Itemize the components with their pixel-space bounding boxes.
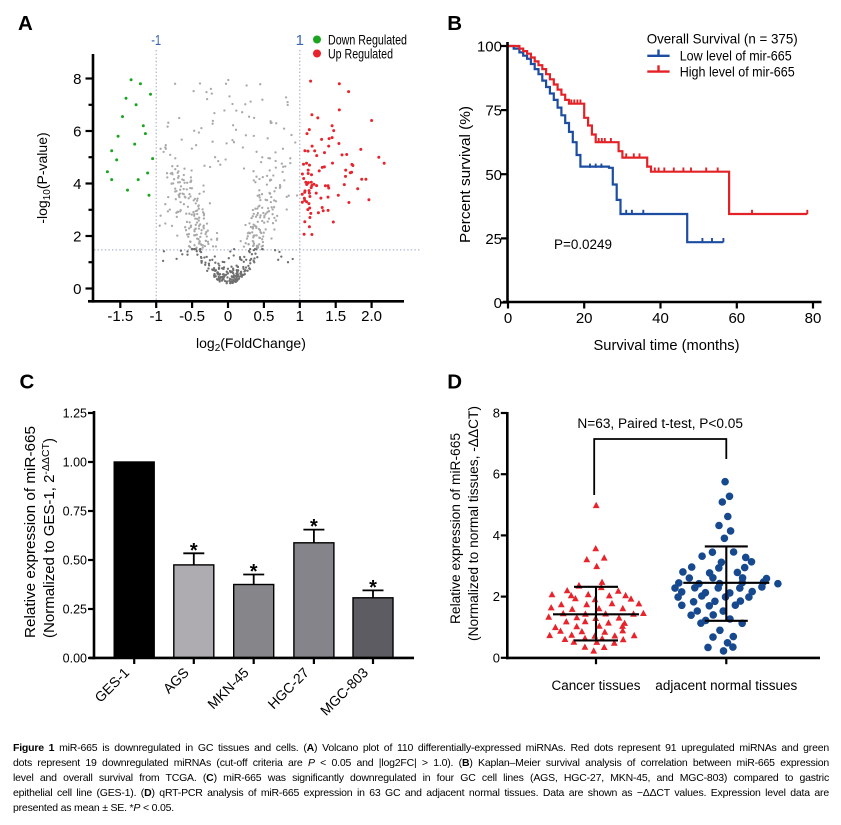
svg-text:0: 0 [493,650,500,665]
svg-text:D: D [447,371,462,394]
svg-text:N=63, Paired t-test, P<0.05: N=63, Paired t-test, P<0.05 [577,416,743,431]
svg-text:80: 80 [805,310,822,327]
svg-text:*: * [190,540,198,562]
svg-text:-1: -1 [150,308,163,325]
svg-text:0: 0 [494,295,502,312]
svg-text:4: 4 [493,528,500,543]
svg-text:-log10(P-value): -log10(P-value) [34,132,53,223]
svg-text:-1.5: -1.5 [107,308,133,325]
svg-text:60: 60 [728,310,745,327]
svg-text:*: * [250,561,258,583]
svg-text:6: 6 [493,467,500,482]
svg-text:B: B [447,12,462,35]
svg-text:Percent survival (%): Percent survival (%) [457,106,474,243]
svg-text:0: 0 [73,281,81,298]
svg-text:Relative expression of miR-665: Relative expression of miR-665 [22,426,39,638]
svg-text:C: C [20,371,35,394]
svg-text:1: 1 [296,308,304,325]
svg-text:HGC-27: HGC-27 [264,664,312,712]
svg-text:*: * [369,577,377,599]
svg-text:-0.5: -0.5 [179,308,205,325]
svg-text:50: 50 [485,167,502,184]
svg-text:Overall Survival (n = 375): Overall Survival (n = 375) [647,31,798,47]
svg-text:1: 1 [296,32,304,49]
svg-text:4: 4 [73,176,81,193]
svg-text:1.5: 1.5 [325,308,346,325]
svg-text:(Normalized to GES-1, 2-ΔΔCT): (Normalized to GES-1, 2-ΔΔCT) [40,438,58,638]
svg-text:0: 0 [224,308,232,325]
svg-text:0: 0 [504,310,512,327]
svg-text:75: 75 [485,103,502,120]
svg-text:2: 2 [73,229,81,246]
svg-text:Cancer tissues: Cancer tissues [552,678,641,693]
svg-text:1.25: 1.25 [63,407,87,421]
svg-text:A: A [18,12,33,35]
svg-text:Relative expression of miR-665: Relative expression of miR-665 [448,433,463,624]
svg-text:(Normalized to normal tissues,: (Normalized to normal tissues, -ΔΔCT) [466,406,481,641]
svg-text:1.00: 1.00 [63,456,87,470]
svg-text:-1: -1 [151,32,161,49]
svg-text:2: 2 [493,589,500,604]
svg-text:GES-1: GES-1 [91,664,132,705]
svg-text:8: 8 [73,71,81,88]
svg-text:Low level of mir-665: Low level of mir-665 [680,48,792,64]
svg-text:40: 40 [652,310,669,327]
svg-text:Survival time (months): Survival time (months) [594,338,740,354]
svg-text:6: 6 [73,124,81,141]
svg-text:Down Regulated: Down Regulated [328,32,407,48]
svg-text:0.5: 0.5 [253,308,274,325]
svg-text:AGS: AGS [160,664,192,696]
svg-text:High level of mir-665: High level of mir-665 [680,63,795,79]
svg-text:Up Regulated: Up Regulated [328,46,393,62]
svg-text:0.75: 0.75 [63,505,87,519]
svg-text:MKN-45: MKN-45 [204,664,252,712]
svg-text:MGC-803: MGC-803 [317,664,371,718]
svg-text:0.50: 0.50 [63,554,87,568]
svg-text:*: * [310,516,318,538]
svg-text:0.25: 0.25 [63,603,87,617]
svg-text:8: 8 [493,406,500,421]
svg-text:20: 20 [576,310,593,327]
svg-text:log2(FoldChange): log2(FoldChange) [196,335,306,354]
svg-text:100: 100 [477,39,502,56]
svg-text:0.00: 0.00 [63,652,87,666]
svg-text:25: 25 [485,231,502,248]
svg-text:P=0.0249: P=0.0249 [554,236,612,252]
svg-text:2.0: 2.0 [361,308,382,325]
svg-text:adjacent normal tissues: adjacent normal tissues [655,678,797,693]
